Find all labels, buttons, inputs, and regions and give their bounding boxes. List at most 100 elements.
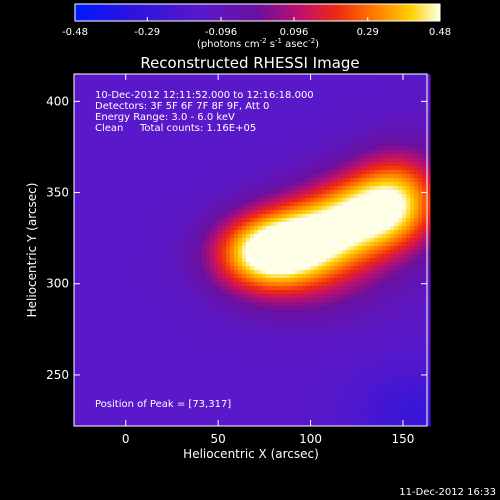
heatmap-cell	[318, 82, 323, 87]
heatmap-cell	[290, 294, 295, 299]
heatmap-cell	[426, 198, 431, 203]
heatmap-cell	[122, 170, 127, 175]
heatmap-cell	[422, 102, 427, 107]
heatmap-cell	[226, 150, 231, 155]
heatmap-cell	[210, 154, 215, 159]
heatmap-cell	[182, 202, 187, 207]
heatmap-cell	[74, 134, 79, 139]
heatmap-cell	[98, 230, 103, 235]
heatmap-cell	[254, 238, 259, 243]
heatmap-cell	[198, 238, 203, 243]
heatmap-cell	[390, 238, 395, 243]
heatmap-cell	[230, 206, 235, 211]
heatmap-cell	[310, 270, 315, 275]
heatmap-cell	[146, 170, 151, 175]
heatmap-cell	[358, 218, 363, 223]
heatmap-cell	[142, 262, 147, 267]
heatmap-cell	[198, 242, 203, 247]
heatmap-cell	[222, 226, 227, 231]
heatmap-cell	[410, 102, 415, 107]
heatmap-cell	[278, 294, 283, 299]
heatmap-cell	[382, 178, 387, 183]
heatmap-cell	[186, 210, 191, 215]
heatmap-cell	[322, 166, 327, 171]
heatmap-cell	[134, 182, 139, 187]
heatmap-cell	[174, 106, 179, 111]
heatmap-cell	[270, 166, 275, 171]
heatmap-cell	[226, 138, 231, 143]
heatmap-cell	[386, 274, 391, 279]
heatmap-cell	[398, 174, 403, 179]
heatmap-cell	[354, 246, 359, 251]
heatmap-cell	[242, 186, 247, 191]
heatmap-cell	[126, 270, 131, 275]
heatmap-cell	[234, 222, 239, 227]
heatmap-cell	[350, 82, 355, 87]
heatmap-cell	[266, 134, 271, 139]
heatmap-cell	[246, 170, 251, 175]
heatmap-cell	[218, 82, 223, 87]
heatmap-cell	[394, 230, 399, 235]
heatmap-cell	[414, 254, 419, 259]
heatmap-cell	[414, 234, 419, 239]
heatmap-cell	[234, 158, 239, 163]
heatmap-cell	[90, 182, 95, 187]
heatmap-cell	[258, 126, 263, 131]
heatmap-cell	[390, 278, 395, 283]
heatmap-cell	[214, 102, 219, 107]
heatmap-cell	[250, 86, 255, 91]
heatmap-cell	[326, 142, 331, 147]
heatmap-cell	[346, 254, 351, 259]
heatmap-cell	[190, 214, 195, 219]
heatmap-cell	[278, 258, 283, 263]
heatmap-cell	[226, 290, 231, 295]
heatmap-cell	[98, 242, 103, 247]
heatmap-cell	[254, 106, 259, 111]
heatmap-cell	[370, 266, 375, 271]
heatmap-cell	[346, 238, 351, 243]
heatmap-cell	[114, 74, 119, 79]
heatmap-cell	[106, 106, 111, 111]
heatmap-cell	[126, 190, 131, 195]
heatmap-cell	[218, 198, 223, 203]
heatmap-cell	[342, 274, 347, 279]
heatmap-cell	[362, 222, 367, 227]
heatmap-cell	[78, 202, 83, 207]
heatmap-cell	[274, 214, 279, 219]
heatmap-cell	[190, 226, 195, 231]
heatmap-cell	[330, 190, 335, 195]
heatmap-cell	[222, 258, 227, 263]
heatmap-cell	[214, 234, 219, 239]
heatmap-cell	[426, 182, 431, 187]
heatmap-cell	[290, 218, 295, 223]
heatmap-cell	[90, 98, 95, 103]
heatmap-cell	[282, 262, 287, 267]
heatmap-cell	[382, 154, 387, 159]
heatmap-cell	[346, 110, 351, 115]
heatmap-cell	[86, 182, 91, 187]
heatmap-cell	[114, 162, 119, 167]
heatmap-cell	[394, 210, 399, 215]
heatmap-cell	[122, 98, 127, 103]
heatmap-cell	[262, 106, 267, 111]
heatmap-cell	[106, 154, 111, 159]
heatmap-cell	[138, 222, 143, 227]
heatmap-cell	[406, 94, 411, 99]
heatmap-cell	[378, 274, 383, 279]
heatmap-cell	[190, 86, 195, 91]
heatmap-cell	[318, 222, 323, 227]
heatmap-cell	[118, 94, 123, 99]
heatmap-cell	[198, 218, 203, 223]
heatmap-cell	[158, 162, 163, 167]
heatmap-cell	[374, 206, 379, 211]
heatmap-cell	[358, 122, 363, 127]
heatmap-cell	[226, 78, 231, 83]
heatmap-cell	[346, 218, 351, 223]
heatmap-cell	[114, 178, 119, 183]
heatmap-cell	[202, 246, 207, 251]
heatmap-cell	[334, 282, 339, 287]
heatmap-cell	[242, 294, 247, 299]
heatmap-cell	[242, 138, 247, 143]
heatmap-cell	[330, 270, 335, 275]
heatmap-cell	[110, 246, 115, 251]
